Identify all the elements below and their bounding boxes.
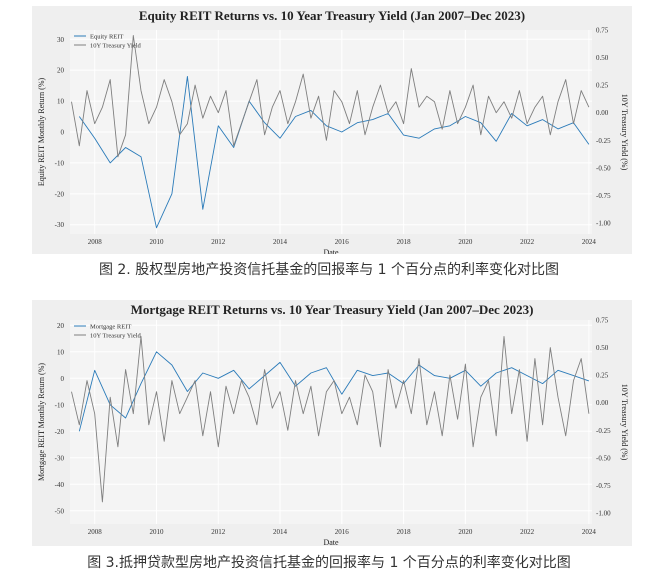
- x-tick-label: 2024: [582, 238, 597, 246]
- y-tick-label: -40: [55, 481, 65, 489]
- y-tick-label: 10: [57, 98, 65, 106]
- y-axis-label: Equity REIT Monthly Return (%): [37, 78, 46, 187]
- y2-tick-label: 0.50: [596, 344, 609, 352]
- x-tick-label: 2014: [273, 238, 288, 246]
- y-tick-label: 30: [57, 36, 65, 44]
- treasury-yield-line: [71, 336, 590, 503]
- x-axis-label: Date: [323, 248, 339, 254]
- y-tick-label: -30: [55, 454, 65, 462]
- y-tick-label: -20: [55, 190, 65, 198]
- y2-axis-label: 10Y Treasury Yield (%): [620, 384, 629, 461]
- x-tick-label: 2008: [88, 528, 103, 536]
- y-axis-label: Mortgage REIT Monthly Return (%): [37, 363, 46, 481]
- y2-tick-label: 0.00: [596, 399, 609, 407]
- y-tick-label: 20: [57, 322, 65, 330]
- y-tick-label: -30: [55, 221, 65, 229]
- y-tick-label: 0: [61, 375, 65, 383]
- x-tick-label: 2024: [582, 528, 597, 536]
- treasury-yield-line: [71, 35, 590, 158]
- x-tick-label: 2014: [273, 528, 288, 536]
- legend-label: 10Y Treasury Yield: [90, 332, 142, 339]
- y2-tick-label: 0.00: [596, 109, 609, 117]
- y2-tick-label: -1.00: [596, 219, 611, 227]
- mortgage-reit-chart-panel: Mortgage REIT Returns vs. 10 Year Treasu…: [32, 300, 632, 546]
- y2-tick-label: -0.25: [596, 137, 611, 145]
- y2-tick-label: -0.25: [596, 427, 611, 435]
- legend-label: Mortgage REIT: [90, 323, 131, 330]
- x-tick-label: 2016: [335, 238, 350, 246]
- x-tick-label: 2022: [520, 528, 535, 536]
- plot-area: [70, 320, 592, 524]
- y2-tick-label: 0.25: [596, 372, 609, 380]
- y-tick-label: -10: [55, 401, 65, 409]
- x-tick-label: 2010: [149, 238, 164, 246]
- x-tick-label: 2008: [88, 238, 103, 246]
- y2-tick-label: -0.75: [596, 482, 611, 490]
- x-tick-label: 2020: [458, 238, 473, 246]
- reit-return-line: [78, 75, 590, 229]
- figure-caption: 图 2. 股权型房地产投资信托基金的回报率与 1 个百分点的利率变化对比图: [98, 262, 560, 278]
- chart-title: Equity REIT Returns vs. 10 Year Treasury…: [138, 8, 526, 23]
- y2-axis-label: 10Y Treasury Yield (%): [620, 94, 629, 171]
- y2-tick-label: -0.50: [596, 454, 611, 462]
- y2-tick-label: 0.25: [596, 82, 609, 90]
- y-tick-label: -50: [55, 507, 65, 515]
- y2-tick-label: 0.75: [596, 317, 609, 325]
- y-tick-label: 10: [57, 348, 65, 356]
- y2-tick-label: -1.00: [596, 509, 611, 517]
- y-tick-label: -20: [55, 428, 65, 436]
- figure-caption: 图 3.抵押贷款型房地产投资信托基金的回报率与 1 个百分点的利率变化对比图: [87, 555, 571, 571]
- y2-tick-label: 0.50: [596, 54, 609, 62]
- chart-title: Mortgage REIT Returns vs. 10 Year Treasu…: [130, 302, 534, 317]
- y2-tick-label: -0.75: [596, 192, 611, 200]
- x-tick-label: 2018: [397, 238, 412, 246]
- equity-reit-chart-panel: Equity REIT Returns vs. 10 Year Treasury…: [32, 6, 632, 254]
- y-tick-label: 0: [61, 129, 65, 137]
- x-tick-label: 2018: [397, 528, 412, 536]
- y2-tick-label: -0.50: [596, 164, 611, 172]
- x-tick-label: 2010: [149, 528, 164, 536]
- x-tick-label: 2016: [335, 528, 350, 536]
- x-tick-label: 2020: [458, 528, 473, 536]
- legend-label: Equity REIT: [90, 33, 123, 40]
- legend-label: 10Y Treasury Yield: [90, 42, 142, 49]
- x-tick-label: 2012: [211, 238, 226, 246]
- x-tick-label: 2022: [520, 238, 535, 246]
- y2-tick-label: 0.75: [596, 27, 609, 35]
- y-tick-label: -10: [55, 159, 65, 167]
- x-tick-label: 2012: [211, 528, 226, 536]
- y-tick-label: 20: [57, 67, 65, 75]
- x-axis-label: Date: [323, 538, 339, 546]
